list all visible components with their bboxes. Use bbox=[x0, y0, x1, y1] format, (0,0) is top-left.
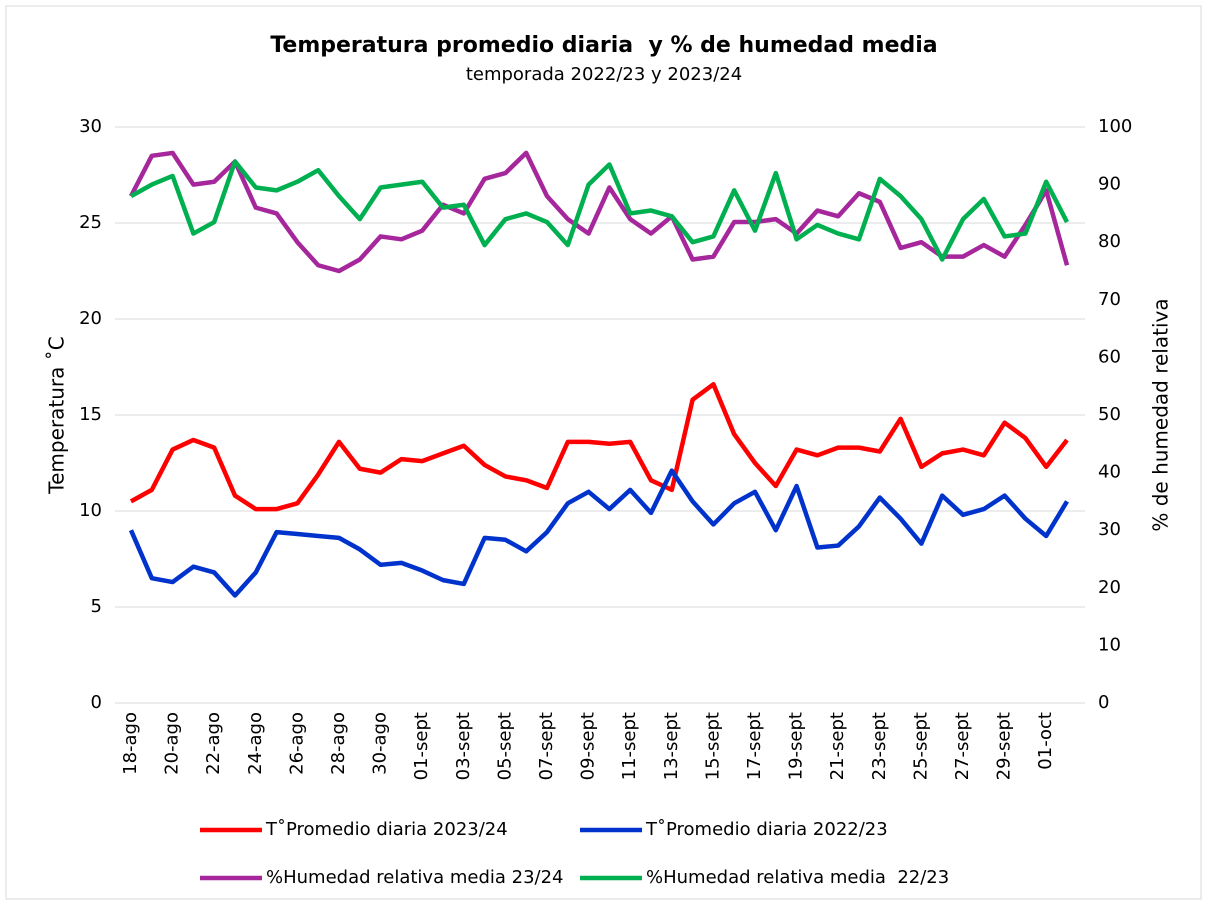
x-tick-label: 15-sept bbox=[702, 712, 723, 780]
y2-tick-label: 10 bbox=[1098, 634, 1121, 655]
y-tick-label: 10 bbox=[79, 500, 102, 521]
x-tick-label: 20-ago bbox=[162, 712, 183, 775]
legend-label: %Humedad relativa media 22/23 bbox=[646, 867, 949, 888]
x-tick-label: 17-sept bbox=[744, 712, 765, 780]
y2-tick-label: 100 bbox=[1098, 116, 1132, 137]
y-axis-title: Temperatura ˚C bbox=[45, 336, 69, 494]
x-tick-label: 26-ago bbox=[286, 712, 307, 775]
y2-tick-label: 50 bbox=[1098, 404, 1121, 425]
series-line bbox=[129, 382, 1069, 512]
y-tick-label: 15 bbox=[79, 404, 102, 425]
x-tick-label: 22-ago bbox=[203, 712, 224, 775]
y2-tick-label: 90 bbox=[1098, 174, 1121, 195]
series-line bbox=[129, 150, 1070, 274]
x-tick-label: 13-sept bbox=[661, 712, 682, 780]
x-tick-label: 25-sept bbox=[910, 712, 931, 780]
y-tick-label: 30 bbox=[79, 116, 102, 137]
y2-axis-title: % de humedad relativa bbox=[1149, 298, 1173, 531]
y2-tick-label: 30 bbox=[1098, 519, 1121, 540]
x-tick-label: 21-sept bbox=[827, 712, 848, 780]
x-tick-label: 05-sept bbox=[494, 712, 515, 780]
y2-tick-label: 40 bbox=[1098, 462, 1121, 483]
y2-tick-label: 60 bbox=[1098, 346, 1121, 367]
y2-tick-label: 70 bbox=[1098, 289, 1121, 310]
y2-tick-label: 80 bbox=[1098, 231, 1121, 252]
legend-label: T˚Promedio diaria 2022/23 bbox=[645, 819, 888, 840]
x-tick-label: 07-sept bbox=[536, 712, 557, 780]
x-tick-label: 19-sept bbox=[786, 712, 807, 780]
y-tick-label: 20 bbox=[79, 308, 102, 329]
y2-tick-label: 20 bbox=[1098, 577, 1121, 598]
chart-title: Temperatura promedio diaria y % de humed… bbox=[270, 33, 937, 58]
y-tick-label: 25 bbox=[79, 212, 102, 233]
x-tick-label: 23-sept bbox=[869, 712, 890, 780]
y-tick-label: 0 bbox=[91, 692, 102, 713]
legend-label: %Humedad relativa media 23/24 bbox=[266, 867, 564, 888]
legend-label: T˚Promedio diaria 2023/24 bbox=[265, 819, 508, 840]
x-tick-label: 29-sept bbox=[994, 712, 1015, 780]
x-tick-label: 01-sept bbox=[411, 712, 432, 780]
x-tick-label: 03-sept bbox=[453, 712, 474, 780]
x-tick-label: 30-ago bbox=[370, 712, 391, 775]
x-tick-label: 11-sept bbox=[619, 712, 640, 780]
y2-tick-label: 0 bbox=[1098, 692, 1109, 713]
chart-subtitle: temporada 2022/23 y 2023/24 bbox=[466, 64, 742, 85]
y-tick-label: 5 bbox=[91, 596, 102, 617]
series-line bbox=[129, 159, 1069, 262]
x-tick-label: 18-ago bbox=[120, 712, 141, 775]
x-tick-label: 24-ago bbox=[245, 712, 266, 775]
x-tick-label: 01-oct bbox=[1035, 712, 1056, 770]
x-tick-label: 28-ago bbox=[328, 712, 349, 775]
x-tick-label: 27-sept bbox=[952, 712, 973, 780]
chart-frame bbox=[5, 5, 1202, 900]
series-line bbox=[128, 468, 1069, 598]
x-tick-label: 09-sept bbox=[578, 712, 599, 780]
